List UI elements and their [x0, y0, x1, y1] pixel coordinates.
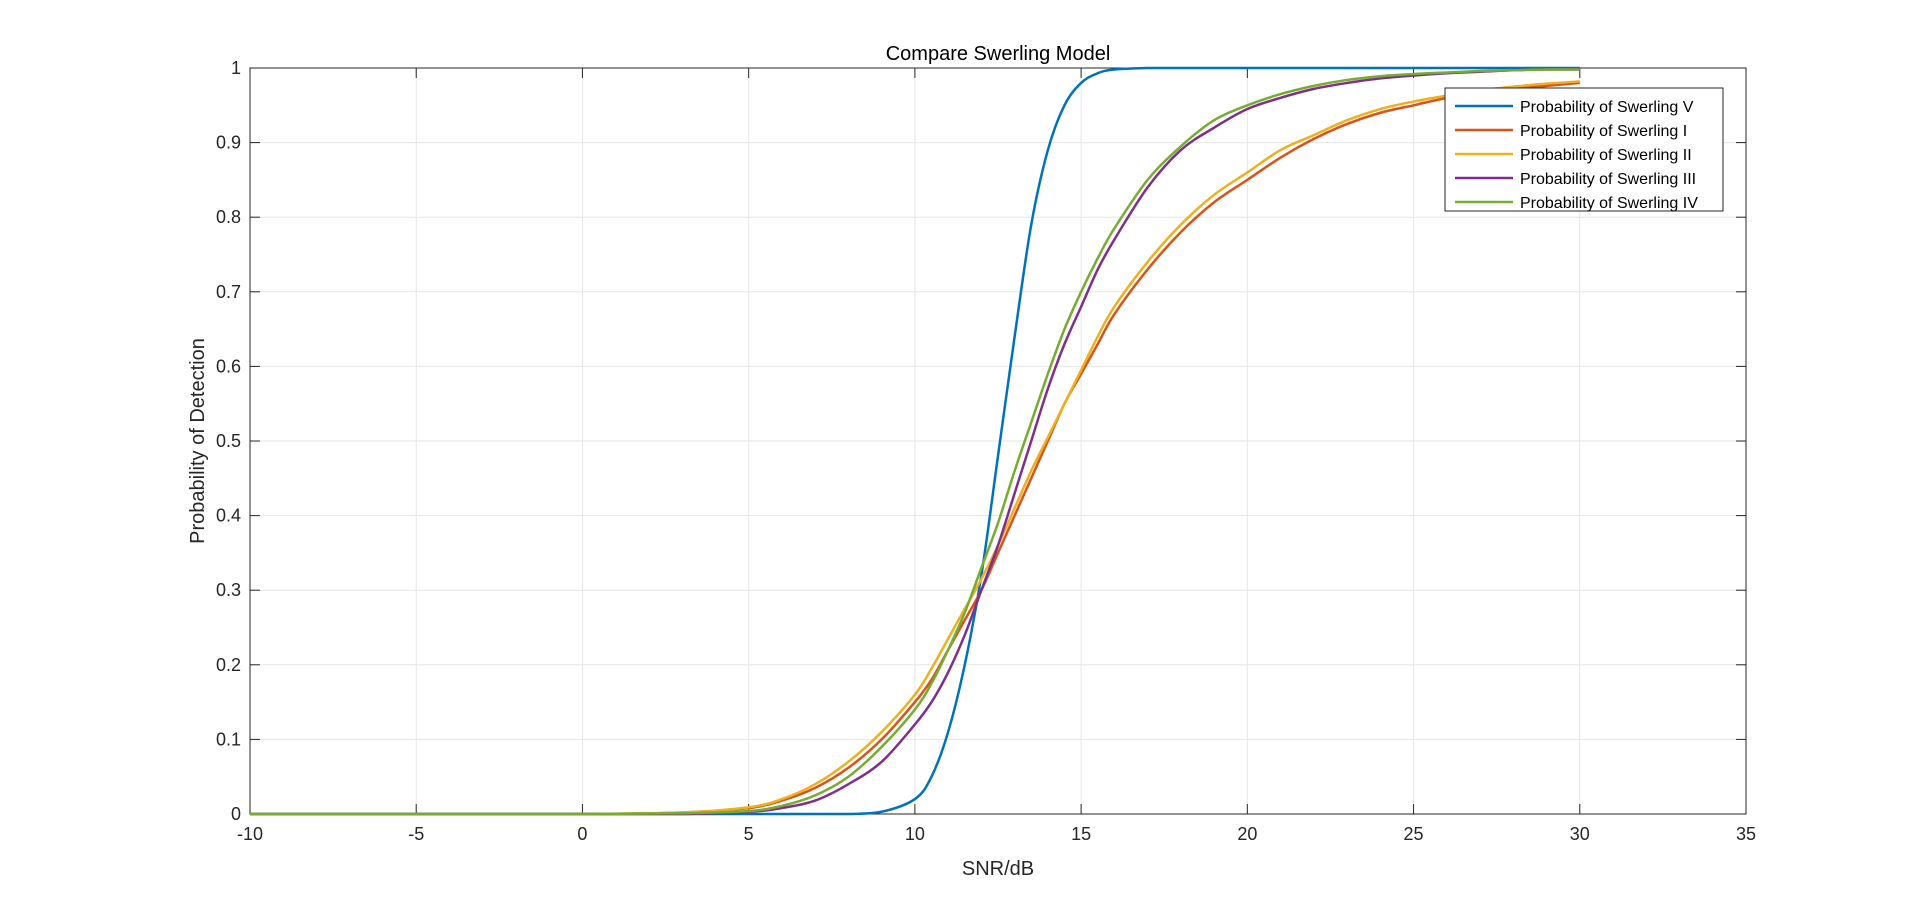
series-line-3 — [249, 80, 1580, 816]
series-lines — [249, 66, 1580, 816]
y-tick-label: 0.5 — [216, 431, 241, 451]
series-line-5 — [249, 68, 1580, 816]
legend-items: Probability of Swerling V Probability of … — [1455, 99, 1698, 212]
legend-label-5: Probability of Swerling IV — [1520, 195, 1698, 212]
series-line-1 — [249, 66, 1580, 816]
legend: Probability of Swerling V Probability of … — [1444, 87, 1724, 212]
x-tick-label: 10 — [905, 824, 925, 844]
y-tick-label: 0.6 — [216, 356, 241, 376]
x-tick-label: -10 — [237, 824, 263, 844]
y-tick-label: 0.9 — [216, 133, 241, 153]
y-tick-label: 0.4 — [216, 506, 241, 526]
y-tick-label: 0.1 — [216, 729, 241, 749]
legend-label-1: Probability of Swerling V — [1520, 99, 1694, 116]
y-tick-label: 0 — [231, 804, 241, 824]
y-axis-label: Probability of Detection — [187, 338, 209, 544]
x-axis-tick-labels: -10 -5 0 5 10 15 20 25 30 35 — [237, 824, 1756, 844]
x-tick-label: 30 — [1570, 824, 1590, 844]
x-tick-label: 0 — [577, 824, 587, 844]
x-axis-label: SNR/dB — [962, 858, 1034, 880]
legend-box — [1444, 87, 1724, 212]
x-tick-label: -5 — [408, 824, 424, 844]
y-axis-tick-labels: 0 0.1 0.2 0.3 0.4 0.5 0.6 0.7 0.8 0.9 1 — [216, 58, 241, 824]
legend-label-4: Probability of Swerling III — [1520, 171, 1696, 188]
y-tick-label: 0.8 — [216, 207, 241, 227]
x-tick-label: 20 — [1237, 824, 1257, 844]
chart-title: Compare Swerling Model — [886, 43, 1111, 65]
x-tick-label: 15 — [1071, 824, 1091, 844]
y-tick-label: 0.3 — [216, 580, 241, 600]
y-tick-label: 0.2 — [216, 655, 241, 675]
x-tick-label: 35 — [1736, 824, 1756, 844]
series-line-4 — [249, 68, 1580, 816]
y-tick-label: 1 — [231, 58, 241, 78]
legend-label-3: Probability of Swerling II — [1520, 147, 1692, 164]
x-tick-label: 25 — [1404, 824, 1424, 844]
x-tick-label: 5 — [744, 824, 754, 844]
y-tick-label: 0.7 — [216, 282, 241, 302]
legend-label-2: Probability of Swerling I — [1520, 123, 1687, 140]
